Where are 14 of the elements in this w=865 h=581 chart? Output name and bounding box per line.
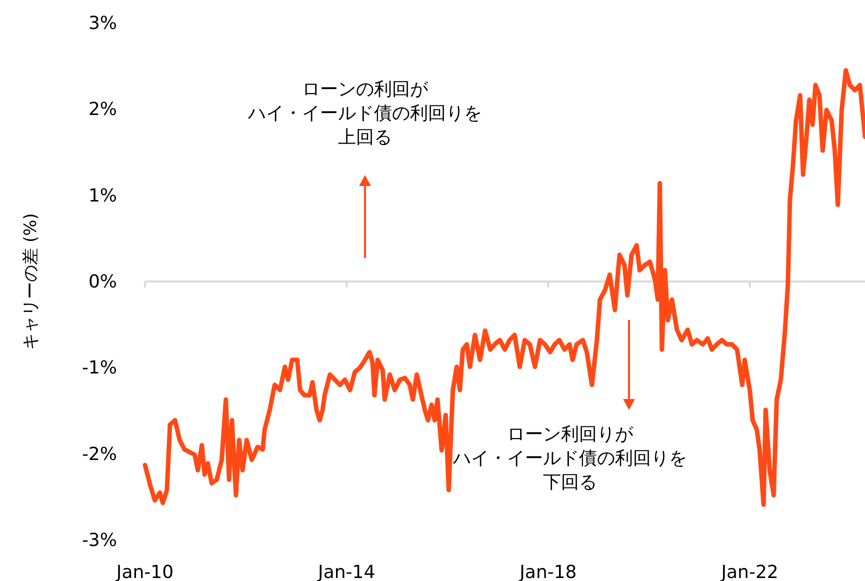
annotation: ハイ・イールド債の利回りを	[452, 448, 687, 469]
y-tick-label: -3%	[82, 530, 117, 551]
y-tick-label: -1%	[82, 358, 117, 379]
y-tick-label: 2%	[88, 99, 117, 120]
y-axis-title: キャリーの差 (%)	[21, 213, 41, 350]
y-tick-label: -2%	[82, 444, 117, 465]
annotation: ローンの利回が	[302, 79, 429, 100]
y-tick-label: 1%	[88, 185, 117, 206]
annotation: ハイ・イールド債の利回りを	[247, 103, 482, 124]
y-tick-label: 3%	[88, 13, 117, 34]
y-tick-label: 0%	[88, 272, 117, 292]
annotation: 下回る	[543, 472, 597, 493]
annotation: 上回る	[338, 127, 392, 148]
annotation: ローン利回りが	[507, 424, 634, 445]
